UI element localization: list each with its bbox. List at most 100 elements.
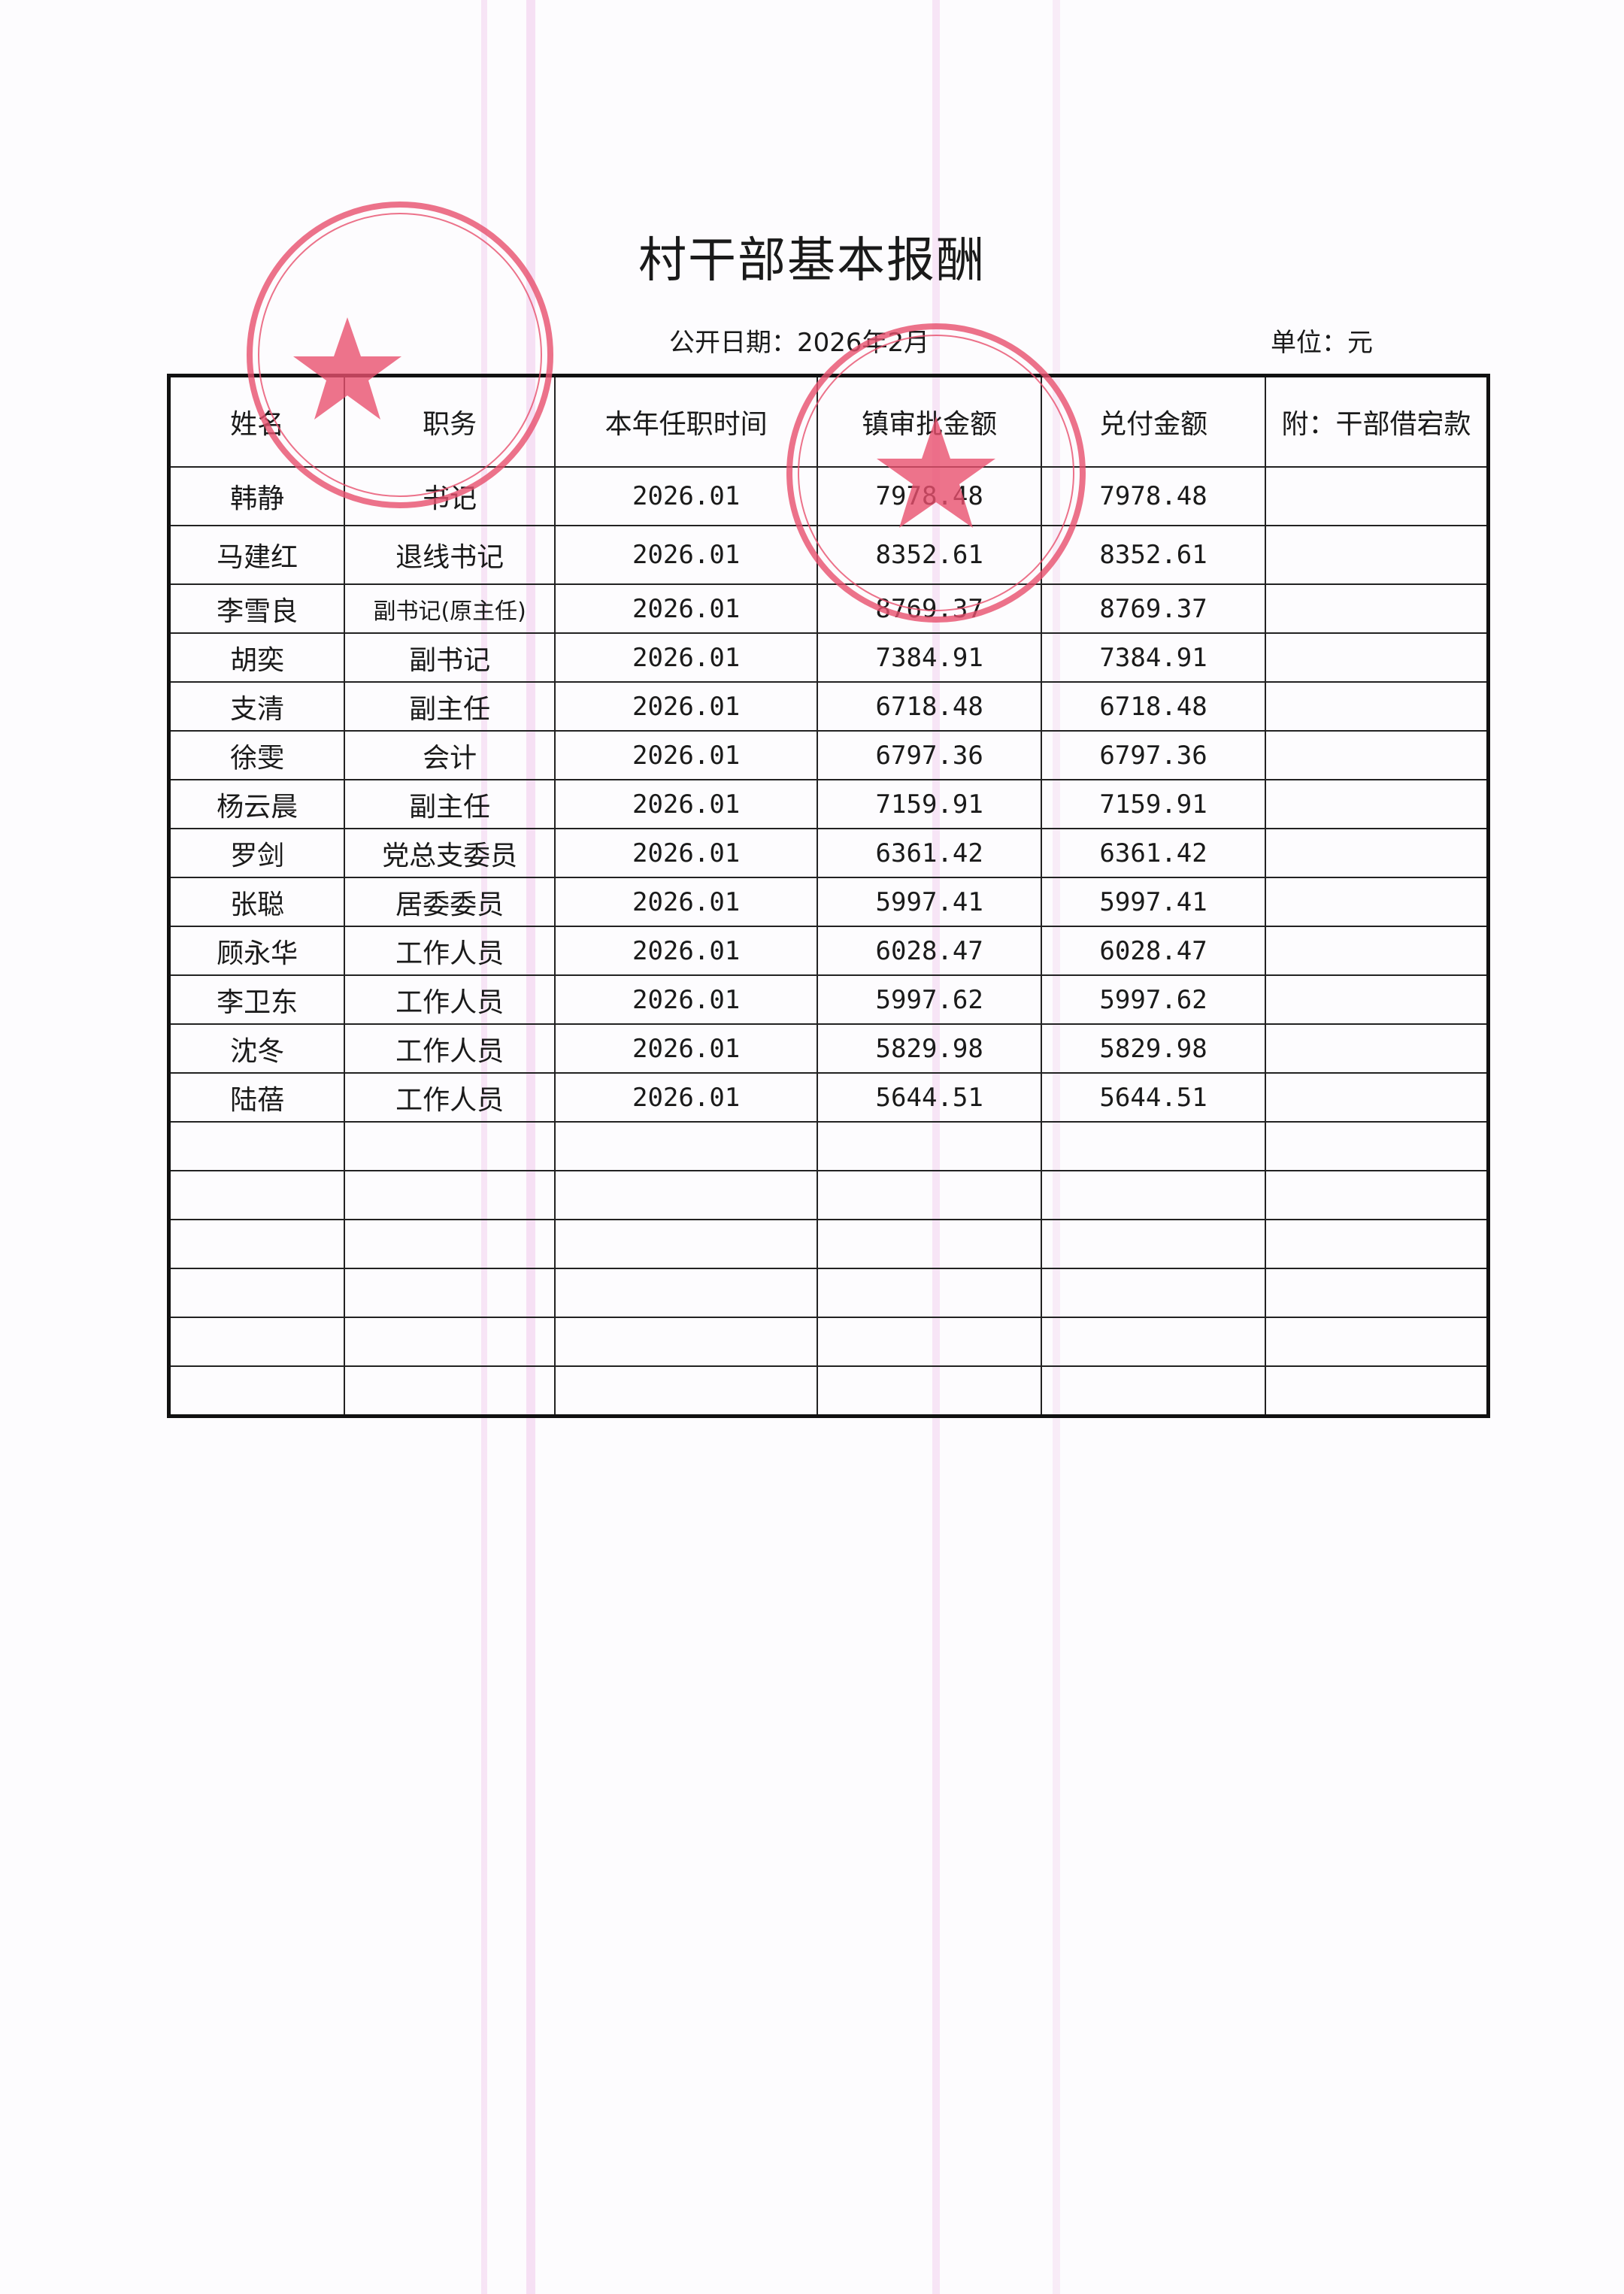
- cell-loan: [1265, 583, 1489, 634]
- cell-period: 2026.01: [554, 828, 819, 878]
- cell-approved: 6797.36: [817, 730, 1043, 780]
- cell-position: 副主任: [344, 681, 556, 732]
- cell-period: 2026.01: [554, 779, 819, 829]
- cell-name: 李卫东: [168, 974, 346, 1025]
- cell-position: 居委委员: [344, 877, 556, 927]
- table-row: 韩静 书记 2026.01 7978.48 7978.48: [168, 466, 1489, 526]
- cell-approved: 7384.91: [817, 632, 1043, 683]
- cell-paid: 7384.91: [1041, 632, 1267, 683]
- cell-loan: [1265, 1023, 1489, 1074]
- cell-loan: [1265, 730, 1489, 780]
- cell-position: 工作人员: [344, 926, 556, 976]
- cell-loan: [1265, 525, 1489, 585]
- empty-cell: [554, 1317, 819, 1367]
- empty-cell: [344, 1121, 556, 1171]
- empty-cell: [554, 1170, 819, 1220]
- empty-cell: [817, 1365, 1043, 1417]
- empty-table-row: [168, 1170, 1489, 1220]
- empty-cell: [1265, 1268, 1489, 1318]
- empty-cell: [1041, 1170, 1267, 1220]
- cell-name: 沈冬: [168, 1023, 346, 1074]
- cell-loan: [1265, 632, 1489, 683]
- cell-position: 副主任: [344, 779, 556, 829]
- empty-cell: [817, 1268, 1043, 1318]
- empty-table-row: [168, 1317, 1489, 1367]
- empty-cell: [344, 1268, 556, 1318]
- cell-approved: 5997.41: [817, 877, 1043, 927]
- cell-loan: [1265, 1072, 1489, 1123]
- cell-paid: 8769.37: [1041, 583, 1267, 634]
- table-row: 徐雯 会计 2026.01 6797.36 6797.36: [168, 730, 1489, 780]
- cell-period: 2026.01: [554, 974, 819, 1025]
- table-row: 张聪 居委委员 2026.01 5997.41 5997.41: [168, 877, 1489, 927]
- cell-name: 韩静: [168, 466, 346, 526]
- empty-table-row: [168, 1219, 1489, 1269]
- empty-table-row: [168, 1365, 1489, 1417]
- empty-cell: [817, 1219, 1043, 1269]
- cell-position: 工作人员: [344, 1023, 556, 1074]
- table-row: 沈冬 工作人员 2026.01 5829.98 5829.98: [168, 1023, 1489, 1074]
- cell-name: 胡奕: [168, 632, 346, 683]
- empty-cell: [344, 1170, 556, 1220]
- empty-cell: [817, 1170, 1043, 1220]
- cell-approved: 7978.48: [817, 466, 1043, 526]
- cell-name: 徐雯: [168, 730, 346, 780]
- empty-cell: [554, 1219, 819, 1269]
- table-row: 马建红 退线书记 2026.01 8352.61 8352.61: [168, 525, 1489, 585]
- remuneration-table: 姓名 职务 本年任职时间 镇审批金额 兑付金额 附：干部借宕款 韩静 书记 2026…: [167, 374, 1490, 1418]
- cell-position: 副书记(原主任): [344, 583, 556, 634]
- cell-name: 杨云晨: [168, 779, 346, 829]
- header-approved: 镇审批金额: [817, 374, 1043, 468]
- cell-period: 2026.01: [554, 1023, 819, 1074]
- empty-cell: [344, 1219, 556, 1269]
- empty-cell: [554, 1121, 819, 1171]
- cell-approved: 5829.98: [817, 1023, 1043, 1074]
- cell-period: 2026.01: [554, 583, 819, 634]
- cell-position: 工作人员: [344, 1072, 556, 1123]
- table-row: 李卫东 工作人员 2026.01 5997.62 5997.62: [168, 974, 1489, 1025]
- empty-cell: [168, 1268, 346, 1318]
- cell-period: 2026.01: [554, 877, 819, 927]
- empty-cell: [168, 1317, 346, 1367]
- empty-cell: [168, 1219, 346, 1269]
- cell-paid: 5997.62: [1041, 974, 1267, 1025]
- table-row: 陆蓓 工作人员 2026.01 5644.51 5644.51: [168, 1072, 1489, 1123]
- cell-period: 2026.01: [554, 466, 819, 526]
- empty-cell: [1265, 1317, 1489, 1367]
- empty-cell: [1041, 1268, 1267, 1318]
- empty-cell: [1265, 1219, 1489, 1269]
- cell-approved: 6718.48: [817, 681, 1043, 732]
- cell-name: 支清: [168, 681, 346, 732]
- cell-approved: 5644.51: [817, 1072, 1043, 1123]
- cell-paid: 8352.61: [1041, 525, 1267, 585]
- empty-cell: [344, 1317, 556, 1367]
- cell-name: 张聪: [168, 877, 346, 927]
- cell-position: 退线书记: [344, 525, 556, 585]
- empty-cell: [1041, 1365, 1267, 1417]
- unit-label: 单位：元: [1271, 328, 1373, 358]
- empty-table-row: [168, 1121, 1489, 1171]
- cell-position: 书记: [344, 466, 556, 526]
- empty-cell: [817, 1121, 1043, 1171]
- cell-loan: [1265, 974, 1489, 1025]
- table-row: 李雪良 副书记(原主任) 2026.01 8769.37 8769.37: [168, 583, 1489, 634]
- cell-position: 会计: [344, 730, 556, 780]
- cell-loan: [1265, 466, 1489, 526]
- cell-period: 2026.01: [554, 730, 819, 780]
- cell-paid: 7159.91: [1041, 779, 1267, 829]
- empty-cell: [554, 1268, 819, 1318]
- cell-approved: 6361.42: [817, 828, 1043, 878]
- cell-name: 马建红: [168, 525, 346, 585]
- empty-cell: [344, 1365, 556, 1417]
- empty-cell: [1265, 1121, 1489, 1171]
- cell-paid: 6718.48: [1041, 681, 1267, 732]
- header-position: 职务: [344, 374, 556, 468]
- cell-paid: 6028.47: [1041, 926, 1267, 976]
- cell-position: 副书记: [344, 632, 556, 683]
- empty-cell: [1041, 1219, 1267, 1269]
- cell-approved: 8352.61: [817, 525, 1043, 585]
- table-row: 顾永华 工作人员 2026.01 6028.47 6028.47: [168, 926, 1489, 976]
- cell-loan: [1265, 877, 1489, 927]
- empty-cell: [168, 1121, 346, 1171]
- table-row: 罗剑 党总支委员 2026.01 6361.42 6361.42: [168, 828, 1489, 878]
